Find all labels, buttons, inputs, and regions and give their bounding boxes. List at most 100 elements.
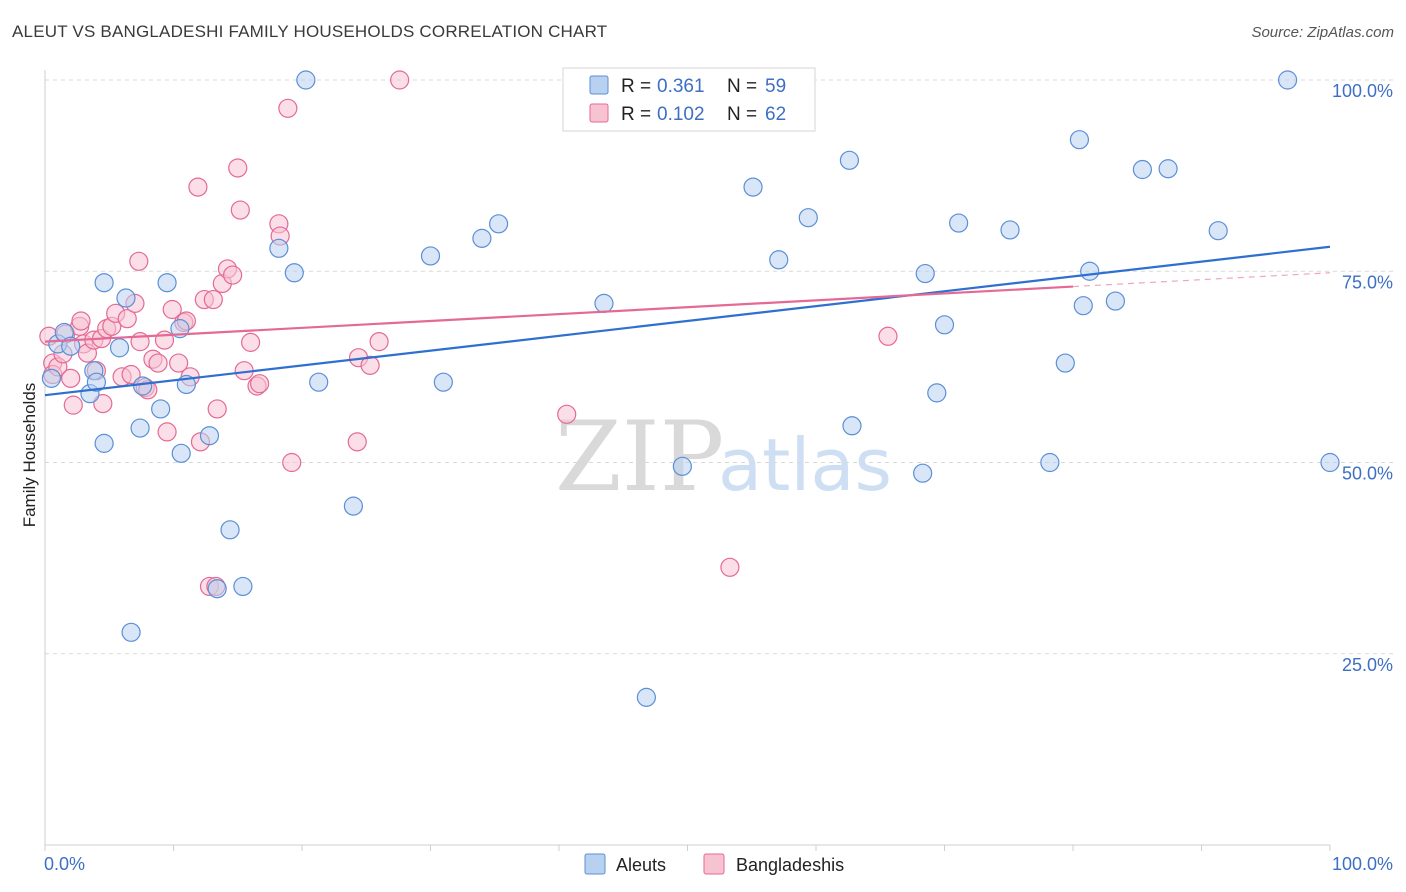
aleut-point [489, 214, 509, 234]
aleut-point [798, 208, 818, 228]
bangladeshi-point [369, 332, 389, 352]
aleut-point [433, 372, 453, 392]
aleut-point [130, 418, 150, 438]
legend-swatch-bangla [589, 103, 609, 123]
aleut-point [171, 443, 191, 463]
aleut-point [743, 177, 763, 197]
aleut-point [1105, 291, 1126, 311]
bangladeshi-point [557, 404, 577, 424]
aleut-point [934, 315, 955, 335]
bangladeshi-point [148, 353, 168, 373]
source-credit: Source: ZipAtlas.com [1251, 24, 1394, 41]
aleut-point [636, 687, 656, 707]
watermark-atlas: atlas [718, 423, 892, 507]
aleut-point [109, 338, 130, 358]
x-tick-label: 100.0% [1332, 854, 1393, 874]
aleut-point [343, 496, 363, 516]
aleut-point [207, 579, 227, 599]
legend-r-value-aleut: 0.361 [657, 76, 705, 97]
aleut-point [199, 426, 220, 446]
y-tick-label: 25.0% [1342, 655, 1393, 675]
aleut-point [769, 250, 789, 270]
aleut-point [1040, 452, 1060, 473]
aleut-point [1000, 220, 1020, 240]
bangladeshi-point [63, 395, 83, 415]
bangladeshi-point [223, 265, 243, 285]
aleut-point [151, 399, 171, 419]
aleut-point [284, 263, 304, 283]
aleut-point [949, 213, 969, 233]
bangladeshi-point [129, 251, 149, 271]
bangladeshi-point [169, 353, 189, 373]
x-tick-labels: 0.0% 100.0% [44, 854, 1393, 874]
aleut-point [1069, 130, 1090, 150]
aleut-point [927, 383, 947, 403]
trend-lines [44, 245, 1331, 397]
bangladeshi-point [121, 364, 141, 385]
aleut-point [94, 433, 114, 453]
aleut-point [594, 293, 614, 313]
aleut-trend-line [44, 245, 1331, 397]
bangladeshi-point [249, 374, 270, 394]
legend-r-label-aleut: R = [621, 76, 651, 97]
bangladeshi-point [282, 452, 302, 473]
watermark: ZIP atlas [555, 401, 892, 513]
bangladeshi-point [230, 200, 250, 220]
aleut-point [296, 70, 316, 90]
bangladeshi-point [203, 289, 223, 310]
aleut-point [1158, 159, 1178, 179]
aleut-point [309, 372, 329, 392]
aleut-point [61, 336, 81, 356]
bangladeshi-point [278, 98, 298, 118]
axes [44, 70, 1331, 851]
bangladeshi-point [162, 299, 182, 320]
aleut-point [1132, 159, 1152, 180]
aleut-point [269, 238, 289, 258]
legend-swatch-aleut [589, 75, 609, 95]
aleut-point [839, 150, 860, 170]
bangladeshi-points [39, 70, 898, 597]
aleut-point [1080, 261, 1100, 281]
aleut-point [1073, 296, 1093, 316]
bangladeshi-point [241, 332, 261, 352]
bottom-legend-bangla: Bangladeshis [736, 855, 844, 875]
aleut-point [1320, 452, 1340, 473]
bangladeshi-point [878, 326, 898, 346]
aleut-point [913, 463, 933, 483]
bangladeshi-point [360, 355, 380, 375]
legend-box: R = 0.361 N = 59 R = 0.102 N = 62 [562, 67, 816, 132]
aleut-point [842, 416, 862, 436]
aleut-point [86, 372, 107, 392]
bottom-legend: Aleuts Bangladeshis [584, 853, 844, 875]
bangladeshi-point [71, 311, 91, 331]
watermark-zip: ZIP [555, 401, 724, 513]
y-tick-label: 50.0% [1342, 464, 1393, 484]
bangladeshi-point [117, 309, 137, 329]
bangladeshi-point [347, 432, 367, 452]
bangladeshi-point [228, 158, 248, 178]
aleut-point [1277, 70, 1298, 90]
bangladeshi-point [93, 393, 113, 414]
aleut-point [94, 273, 114, 293]
bangladeshi-trend-extension [1072, 272, 1331, 288]
aleut-point [1208, 221, 1228, 241]
aleut-point [133, 376, 153, 396]
y-tick-label: 75.0% [1342, 272, 1393, 292]
aleut-point [220, 520, 240, 540]
legend-n-value-bangla: 62 [765, 104, 786, 125]
bangladeshi-point [157, 422, 177, 442]
legend-r-value-bangla: 0.102 [657, 104, 705, 125]
aleut-point [1055, 353, 1075, 373]
legend-n-label-aleut: N = [727, 76, 757, 97]
aleut-point [420, 246, 441, 266]
bangladeshi-point [390, 70, 410, 90]
aleut-point [472, 228, 492, 248]
aleut-point [41, 368, 62, 388]
y-axis-label: Family Households [20, 383, 39, 528]
bangladeshi-point [720, 557, 740, 577]
legend-n-value-aleut: 59 [765, 76, 786, 97]
aleut-point [233, 576, 253, 597]
aleut-point [116, 288, 136, 308]
bottom-legend-aleut: Aleuts [616, 855, 666, 875]
